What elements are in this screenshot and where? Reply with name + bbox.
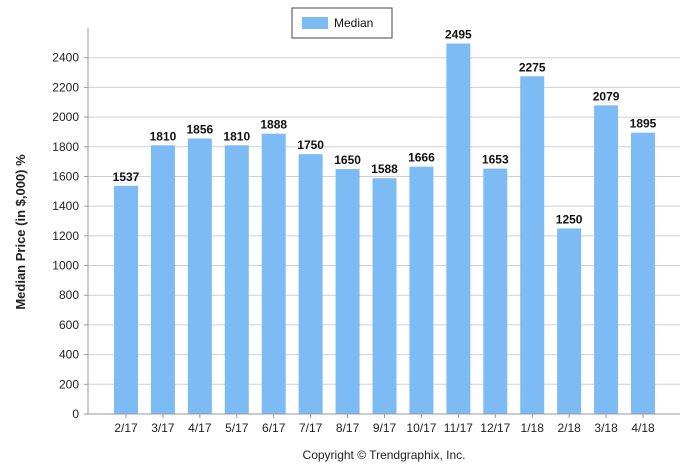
data-label: 2495 xyxy=(445,28,472,42)
data-label: 1810 xyxy=(223,129,250,143)
y-tick-label: 2200 xyxy=(52,80,79,94)
bar xyxy=(594,105,619,415)
y-axis-ticks: 0 200 400 600 800 1000 1200 1400 1600 1800 2000 220… xyxy=(52,51,88,421)
y-tick-label: 1400 xyxy=(52,199,79,213)
bar xyxy=(631,132,655,414)
data-label: 1588 xyxy=(371,162,398,176)
x-tick-label: 3/17 xyxy=(151,421,175,435)
y-tick-label: 800 xyxy=(59,288,79,302)
data-label: 1810 xyxy=(150,129,177,143)
y-tick-label: 200 xyxy=(59,377,79,391)
x-tick-label: 6/17 xyxy=(262,421,286,435)
data-label: 1537 xyxy=(113,170,140,184)
x-tick-label: 4/17 xyxy=(188,421,212,435)
y-tick-label: 1600 xyxy=(52,169,79,183)
bar xyxy=(187,138,212,414)
bar xyxy=(150,145,175,415)
x-tick-label: 3/18 xyxy=(594,421,618,435)
y-tick-label: 1800 xyxy=(52,140,79,154)
bar xyxy=(298,154,323,414)
data-label: 2275 xyxy=(519,60,546,74)
x-tick-label: 8/17 xyxy=(336,421,360,435)
x-tick-label: 4/18 xyxy=(631,421,655,435)
bar xyxy=(261,133,286,414)
x-tick-label: 1/18 xyxy=(521,421,545,435)
x-tick-label: 11/17 xyxy=(444,421,473,435)
legend-box xyxy=(291,7,393,39)
y-tick-label: 400 xyxy=(59,348,79,362)
x-tick-label: 2/18 xyxy=(557,421,581,435)
data-label: 1666 xyxy=(408,151,435,165)
y-tick-label: 600 xyxy=(59,318,79,332)
y-tick-label: 0 xyxy=(72,407,79,421)
bar xyxy=(409,166,434,414)
bar xyxy=(483,168,508,414)
x-tick-label: 7/17 xyxy=(299,421,323,435)
legend-label: Median xyxy=(334,16,373,30)
x-axis-ticks: 2/17 3/17 4/17 5/17 6/17 7/17 8/17 9/17 10/17 11/… xyxy=(114,414,655,435)
bar xyxy=(372,178,397,414)
y-axis-title: Median Price (in $,000) % xyxy=(13,154,28,310)
data-label: 1895 xyxy=(630,117,657,131)
y-tick-label: 2400 xyxy=(52,51,79,65)
y-tick-label: 2000 xyxy=(52,110,79,124)
y-tick-label: 1200 xyxy=(52,229,79,243)
x-tick-label: 12/17 xyxy=(480,421,510,435)
y-tick-label: 1000 xyxy=(52,259,79,273)
x-tick-label: 9/17 xyxy=(373,421,397,435)
bars xyxy=(114,43,655,415)
data-label: 1856 xyxy=(187,122,214,136)
x-tick-label: 5/17 xyxy=(225,421,249,435)
bar xyxy=(114,185,138,414)
bar xyxy=(224,145,249,415)
data-label: 1250 xyxy=(556,212,583,226)
data-label: 1888 xyxy=(260,118,287,132)
data-label: 1750 xyxy=(297,138,324,152)
copyright-text: Copyright © Trendgraphix, Inc. xyxy=(303,448,466,462)
data-label: 2079 xyxy=(593,89,620,103)
bar xyxy=(557,228,582,414)
legend: Median xyxy=(291,7,393,39)
data-labels: 1537 1810 1856 1810 1888 1750 1650 1588 1666 2495… xyxy=(113,28,657,227)
data-label: 1653 xyxy=(482,153,509,167)
bar xyxy=(446,43,471,414)
x-tick-label: 2/17 xyxy=(114,421,138,435)
x-tick-label: 10/17 xyxy=(406,421,436,435)
bar xyxy=(335,169,360,414)
legend-swatch xyxy=(302,17,328,29)
data-label: 1650 xyxy=(334,153,361,167)
bar xyxy=(520,76,545,414)
